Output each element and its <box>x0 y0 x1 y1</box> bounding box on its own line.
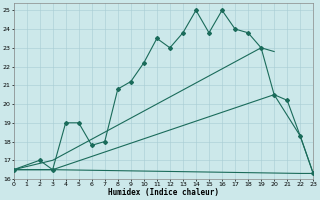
X-axis label: Humidex (Indice chaleur): Humidex (Indice chaleur) <box>108 188 219 197</box>
